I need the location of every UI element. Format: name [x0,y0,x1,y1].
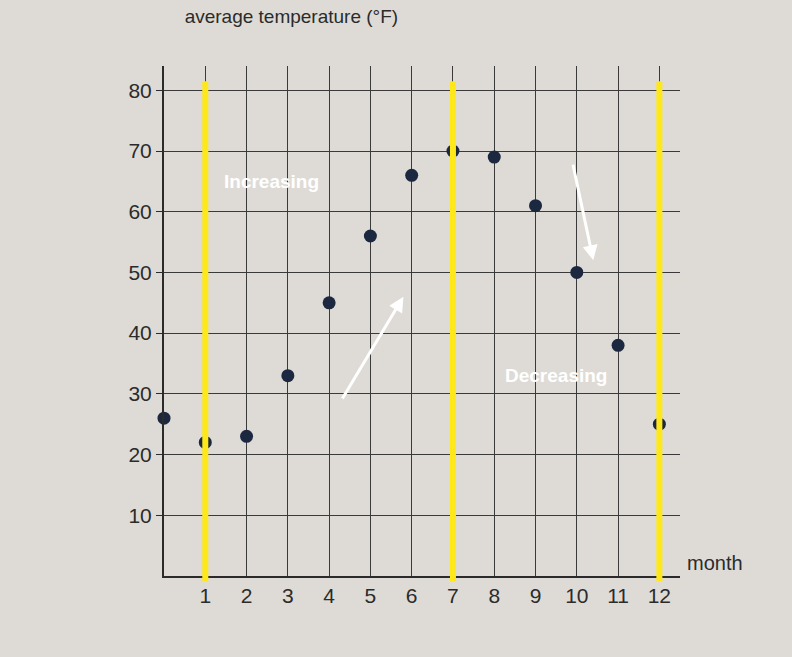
svg-text:3: 3 [282,584,294,607]
svg-text:Decreasing: Decreasing [505,365,607,386]
svg-text:10: 10 [565,584,588,607]
svg-text:2: 2 [241,584,253,607]
svg-text:12: 12 [648,584,671,607]
svg-text:10: 10 [128,504,151,527]
svg-text:11: 11 [607,584,629,607]
svg-text:5: 5 [365,584,377,607]
svg-text:30: 30 [128,382,151,405]
svg-text:9: 9 [530,584,542,607]
svg-text:Increasing: Increasing [224,171,319,192]
svg-text:average temperature (°F): average temperature (°F) [185,6,399,27]
svg-text:1: 1 [199,584,211,607]
svg-text:60: 60 [128,200,151,223]
svg-text:80: 80 [128,79,151,102]
svg-text:8: 8 [488,584,500,607]
svg-text:4: 4 [323,584,335,607]
svg-text:6: 6 [406,584,418,607]
svg-text:70: 70 [128,139,151,162]
svg-text:month: month [687,552,743,574]
svg-text:50: 50 [128,261,151,284]
svg-text:40: 40 [128,321,151,344]
svg-text:20: 20 [128,443,151,466]
svg-text:7: 7 [447,584,459,607]
